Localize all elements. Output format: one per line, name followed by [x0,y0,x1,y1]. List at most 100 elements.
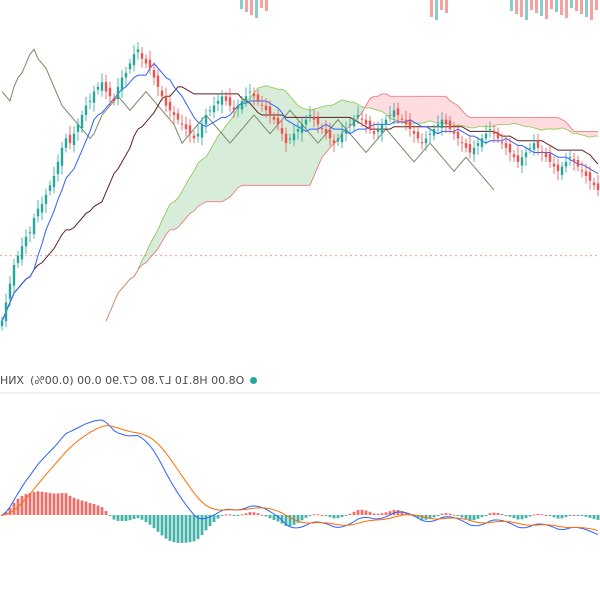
macd-histogram [0,491,600,543]
top-volume-bar [560,0,563,15]
cloud-segment [214,136,218,202]
candle-body [460,142,464,144]
legend-ohlc: O8.00 H8.10 L7.80 C7.90 0.00 (0.00%) [30,374,245,387]
cloud-segment [370,96,374,110]
cloud-segment [594,131,598,137]
macd-histogram-bar [124,515,128,521]
macd-histogram-bar [208,515,212,526]
candle-body [208,110,212,112]
macd-line [1,419,599,536]
macd-histogram-bar [460,515,464,518]
candle-body [352,119,356,127]
candle-body [160,90,164,97]
cloud-segment [226,120,230,200]
candle-body [56,161,60,175]
macd-histogram-bar [580,515,584,516]
candle-body [360,118,364,120]
cloud-segment [574,131,578,134]
candle-body [336,138,340,142]
cloud-segment [242,100,246,186]
candle-body [332,140,336,144]
candle-body [568,157,572,159]
macd-histogram-bar [432,515,436,518]
macd-histogram-bar [576,515,580,516]
macd-histogram-bar [80,500,84,515]
candle-body [268,106,272,115]
candle-body [260,104,264,106]
cloud-segment [178,191,182,228]
cloud-segment [354,102,358,123]
macd-histogram-bar [44,492,48,515]
candle-body [184,124,188,130]
candle-body [552,163,556,167]
macd-histogram-bar [284,515,288,526]
cloud-segment [454,103,458,126]
macd-histogram-bar [72,497,76,515]
macd-histogram-bar [20,495,24,515]
top-volume-bar [555,0,558,12]
cloud-segment [182,184,186,223]
macd-histogram-bar [536,513,540,515]
candle-body [248,91,252,93]
candle-body [492,130,496,134]
macd-histogram-bar [296,515,300,523]
macd-histogram-bar [264,515,268,517]
macd-histogram-bar [312,514,316,516]
cloud-segment [510,117,514,125]
macd-histogram-bar [380,513,384,515]
cloud-segment [218,131,222,202]
candle-body [456,131,460,139]
candle-body [52,175,56,188]
cloud-segment [338,99,342,141]
cloud-segment [398,96,402,123]
macd-histogram-bar [568,515,572,516]
macd-histogram-bar [180,515,184,543]
candle-body [488,129,492,131]
cloud-segment [450,100,454,126]
candle-body [284,133,288,144]
candle-body [172,112,176,115]
macd-histogram-bar [488,513,492,515]
cloud-segment [518,117,522,126]
cloud-segment [358,104,362,118]
cloud-segment [438,96,442,124]
candle-body [144,58,148,64]
macd-histogram-bar [336,515,340,519]
macd-histogram-bar [116,515,120,521]
macd-histogram-bar [372,513,376,515]
candle-body [72,133,76,145]
candle-body [36,208,40,217]
candle-body [24,236,28,247]
candle-body [132,54,136,66]
candle-body [588,172,592,181]
macd-histogram-bar [352,511,356,515]
candle-body [148,59,152,69]
cloud-segment [530,117,534,128]
macd-histogram-bar [276,515,280,522]
cloud-segment [238,102,242,188]
cloud-segment [374,96,378,111]
top-volume-bar [250,0,253,15]
candle-body [480,138,484,147]
candle-body [584,171,588,176]
candle-body [520,157,524,166]
candle-body [572,159,576,162]
candle-body [468,144,472,153]
candle-body [500,142,504,144]
macd-histogram-bar [452,514,456,516]
cloud-segment [386,93,390,119]
candle-body [120,77,124,91]
cloud-segment [550,117,554,130]
macd-histogram-bar [48,492,52,515]
candle-body [64,138,68,148]
cloud-segment [422,96,426,124]
cloud-segment [562,119,566,130]
top-volume-bar [240,0,243,9]
top-volume-bar [580,0,583,14]
cloud-segment [378,93,382,112]
candle-body [512,154,516,158]
macd-histogram-bar [320,514,324,516]
macd-histogram-bar [404,512,408,515]
macd-histogram-bar [368,511,372,515]
macd-histogram-bar [572,514,576,516]
